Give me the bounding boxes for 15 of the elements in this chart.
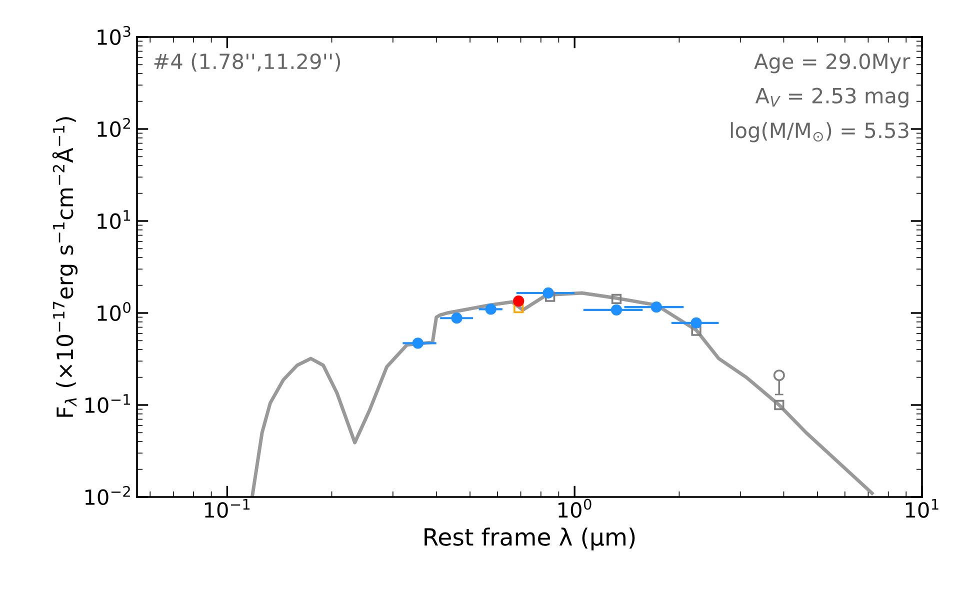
y-tick-label: 10$^{2}$: [98, 118, 130, 138]
y-tick-label: 10$^{1}$: [98, 210, 130, 230]
text: F$_{λ}$ (×10$^{−17}$erg s$^{−1}$cm$^{−2}$Å$^{−1}$): [52, 117, 78, 417]
x-tick-label: 10$^{0}$: [558, 498, 592, 518]
x-axis-title: Rest frame λ (μm): [424, 528, 635, 550]
y-tick-label: 10$^{3}$: [98, 26, 130, 46]
annotation: A$_{V}$ = 2.53 mag: [755, 88, 908, 108]
annotation: #4 (1.78'',11.29''): [154, 53, 340, 72]
annotation: log(M/M$_{⊙}$) = 5.53: [730, 122, 908, 142]
x-tick-label: 10$^{1}$: [906, 498, 938, 518]
y-tick-label: 10$^{−2}$: [85, 486, 130, 506]
x-tick-label: 10$^{−1}$: [205, 498, 250, 518]
y-tick-label: 10$^{−1}$: [85, 394, 130, 414]
y-tick-label: 10$^{0}$: [98, 302, 130, 322]
annotation: Age = 29.0Myr: [754, 53, 910, 74]
